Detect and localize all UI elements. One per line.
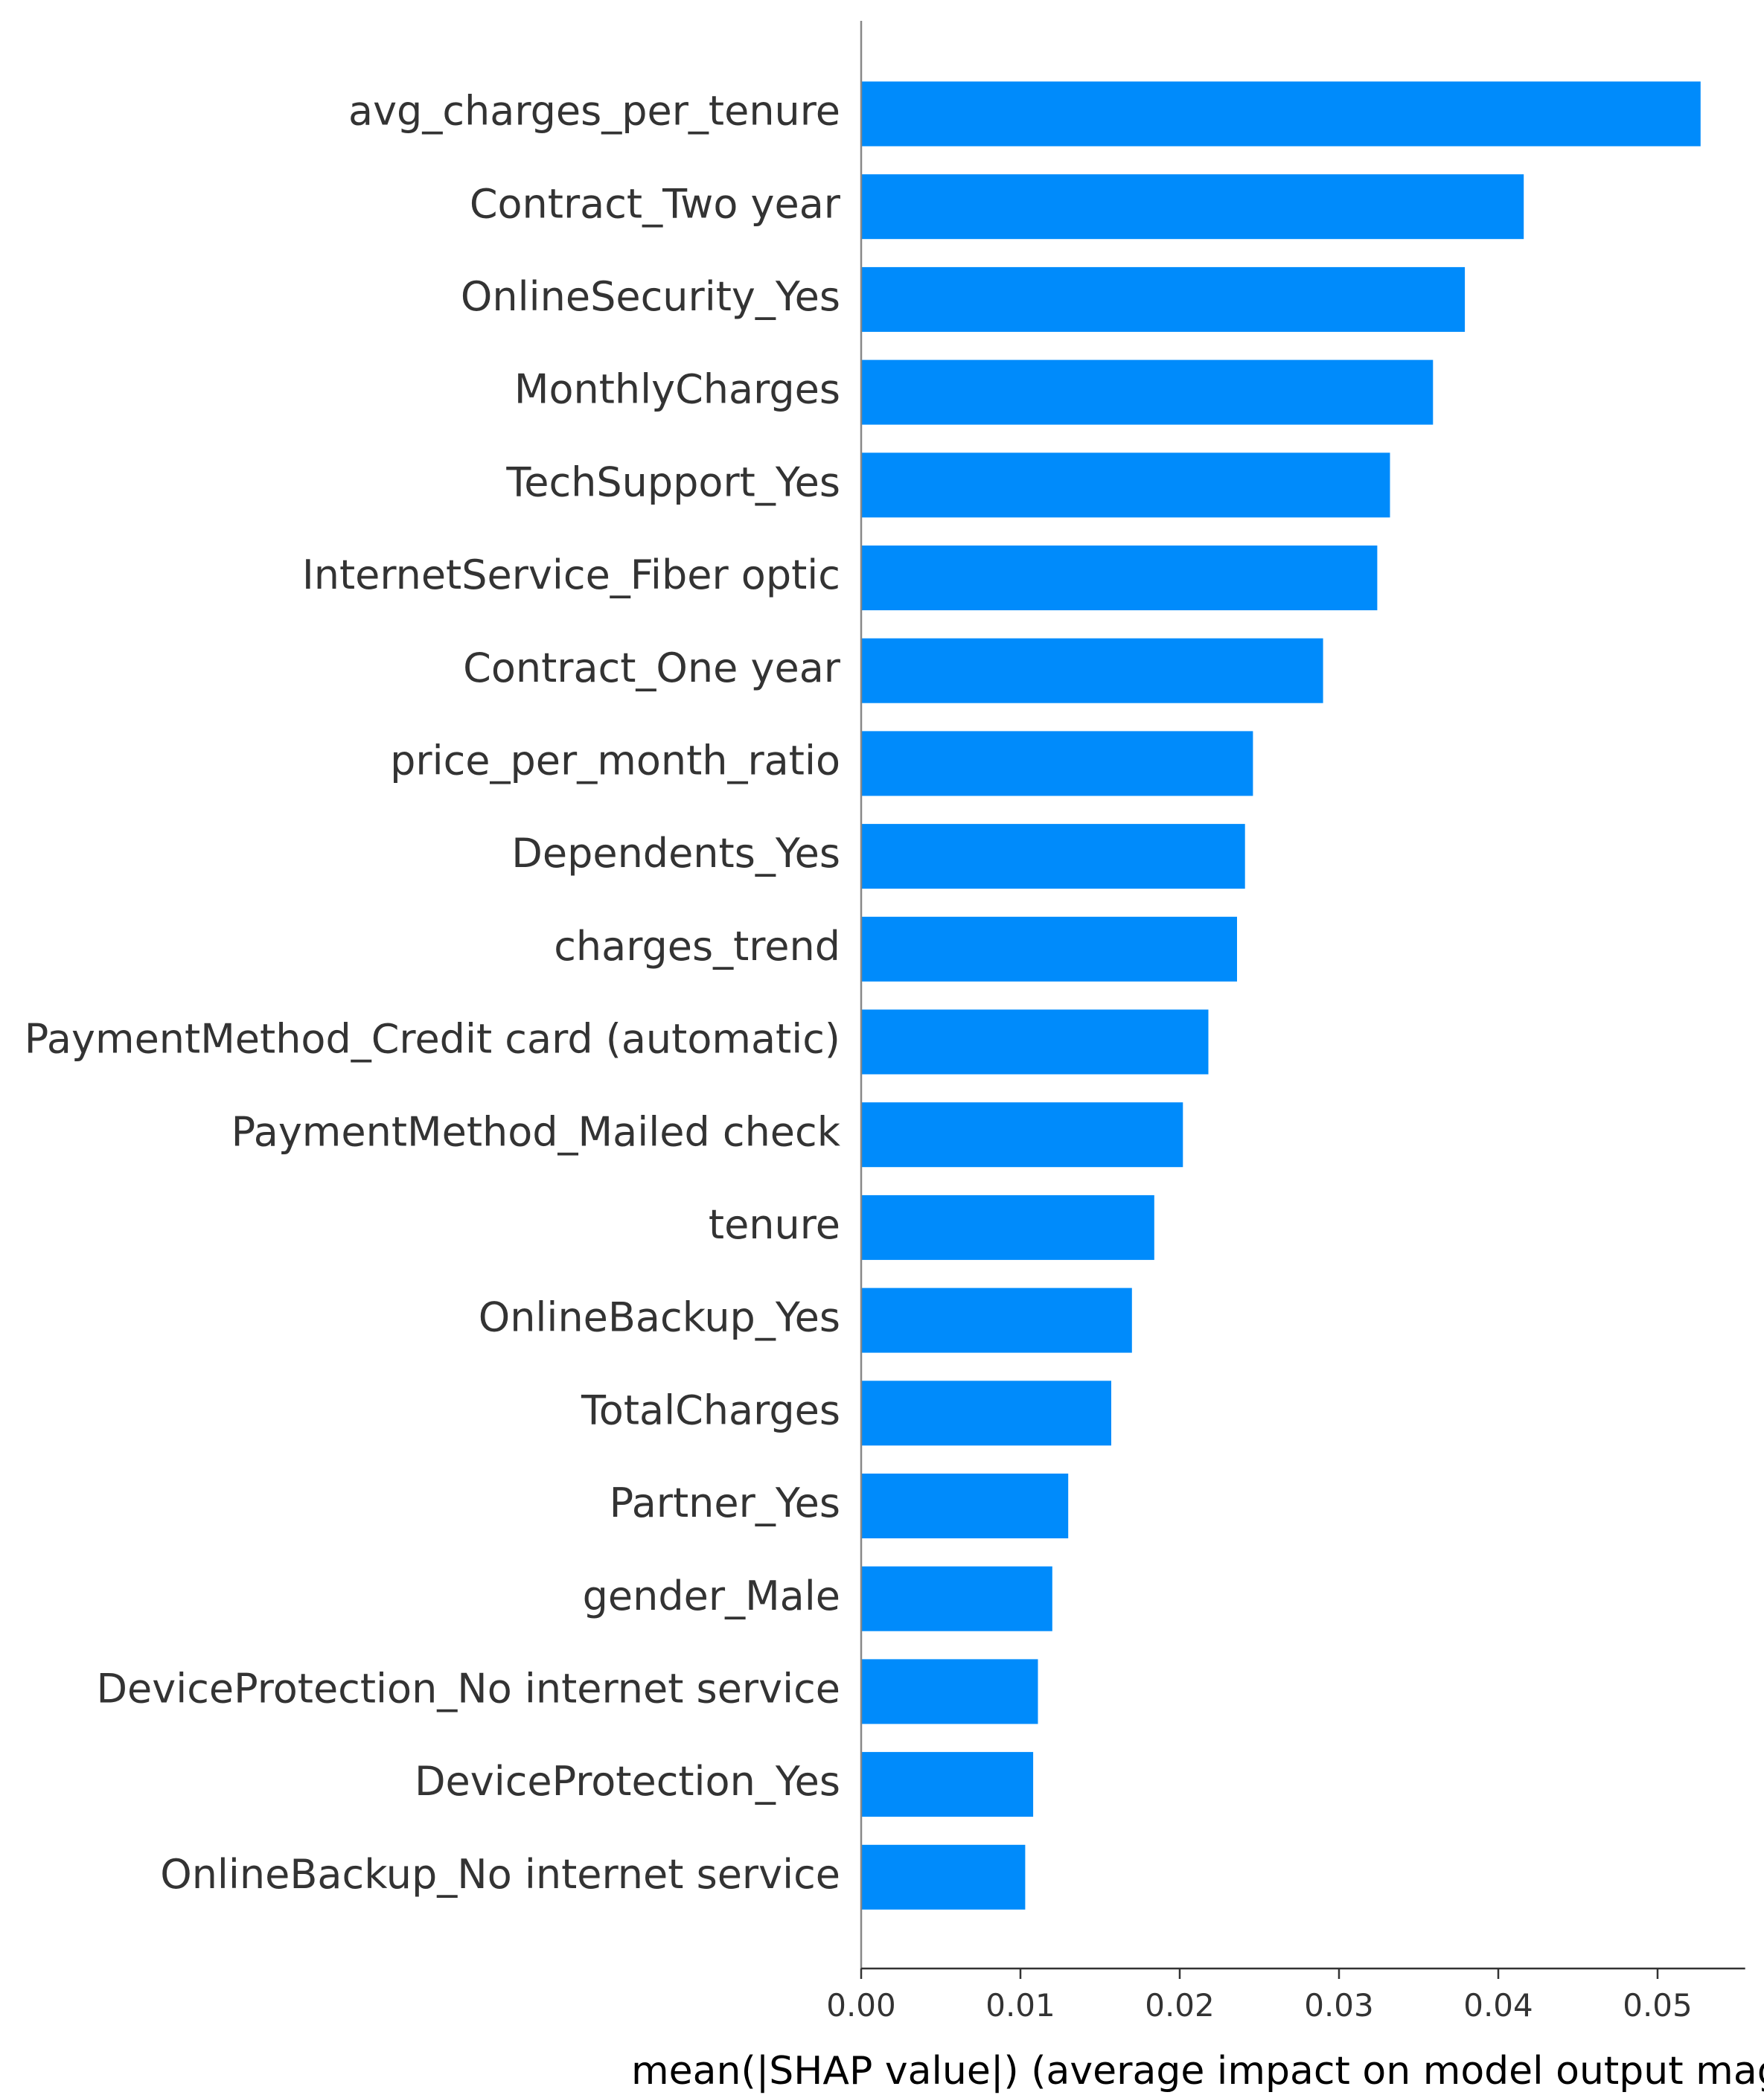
x-tick-label: 0.01 bbox=[985, 1987, 1055, 2024]
bar bbox=[861, 1102, 1183, 1168]
x-ticks-group: 0.00 0.01 0.02 0.03 0.04 0.05 bbox=[826, 1969, 1693, 2024]
bar bbox=[861, 731, 1253, 796]
category-label: OnlineSecurity_Yes bbox=[461, 273, 840, 320]
category-label: avg_charges_per_tenure bbox=[348, 88, 840, 135]
category-label: tenure bbox=[709, 1201, 840, 1248]
x-tick-label: 0.04 bbox=[1463, 1987, 1533, 2024]
category-label: PaymentMethod_Mailed check bbox=[231, 1108, 841, 1155]
bar bbox=[861, 916, 1237, 982]
bar bbox=[861, 359, 1434, 425]
category-label: MonthlyCharges bbox=[514, 366, 840, 413]
bars-group bbox=[861, 81, 1701, 1910]
x-tick-label: 0.02 bbox=[1145, 1987, 1215, 2024]
bar bbox=[861, 1474, 1069, 1538]
category-label: DeviceProtection_No internet service bbox=[96, 1666, 840, 1712]
category-label: Dependents_Yes bbox=[511, 830, 840, 877]
category-label: gender_Male bbox=[583, 1573, 840, 1619]
category-label: DeviceProtection_Yes bbox=[415, 1758, 840, 1805]
category-label: Contract_Two year bbox=[470, 180, 841, 227]
category-label: Contract_One year bbox=[463, 645, 841, 691]
category-label: Partner_Yes bbox=[610, 1480, 840, 1526]
category-label: OnlineBackup_Yes bbox=[479, 1294, 840, 1341]
category-label: price_per_month_ratio bbox=[390, 738, 840, 784]
bar bbox=[861, 81, 1701, 147]
category-label: PaymentMethod_Credit card (automatic) bbox=[25, 1016, 840, 1063]
x-tick-label: 0.05 bbox=[1623, 1987, 1693, 2024]
bar bbox=[861, 1659, 1038, 1724]
bar bbox=[861, 1194, 1154, 1260]
bar bbox=[861, 1288, 1132, 1353]
bar bbox=[861, 824, 1245, 889]
bar bbox=[861, 174, 1524, 240]
bar bbox=[861, 266, 1466, 332]
bar bbox=[861, 1381, 1111, 1446]
category-label: InternetService_Fiber optic bbox=[302, 551, 840, 598]
category-labels-group: avg_charges_per_tenure Contract_Two year O… bbox=[25, 88, 841, 1898]
x-tick-label: 0.00 bbox=[826, 1987, 896, 2024]
category-label: TotalCharges bbox=[581, 1387, 840, 1433]
category-label: OnlineBackup_No internet service bbox=[160, 1851, 840, 1898]
bar bbox=[861, 638, 1323, 703]
category-label: charges_trend bbox=[554, 923, 840, 970]
bar bbox=[861, 1752, 1034, 1817]
x-tick-label: 0.03 bbox=[1304, 1987, 1374, 2024]
bar bbox=[861, 452, 1390, 518]
bar bbox=[861, 1009, 1209, 1075]
bar bbox=[861, 546, 1378, 610]
category-label: TechSupport_Yes bbox=[505, 458, 840, 505]
bar bbox=[861, 1844, 1026, 1910]
bar bbox=[861, 1566, 1052, 1631]
x-axis-label: mean(|SHAP value|) (average impact on mo… bbox=[631, 2049, 1764, 2094]
